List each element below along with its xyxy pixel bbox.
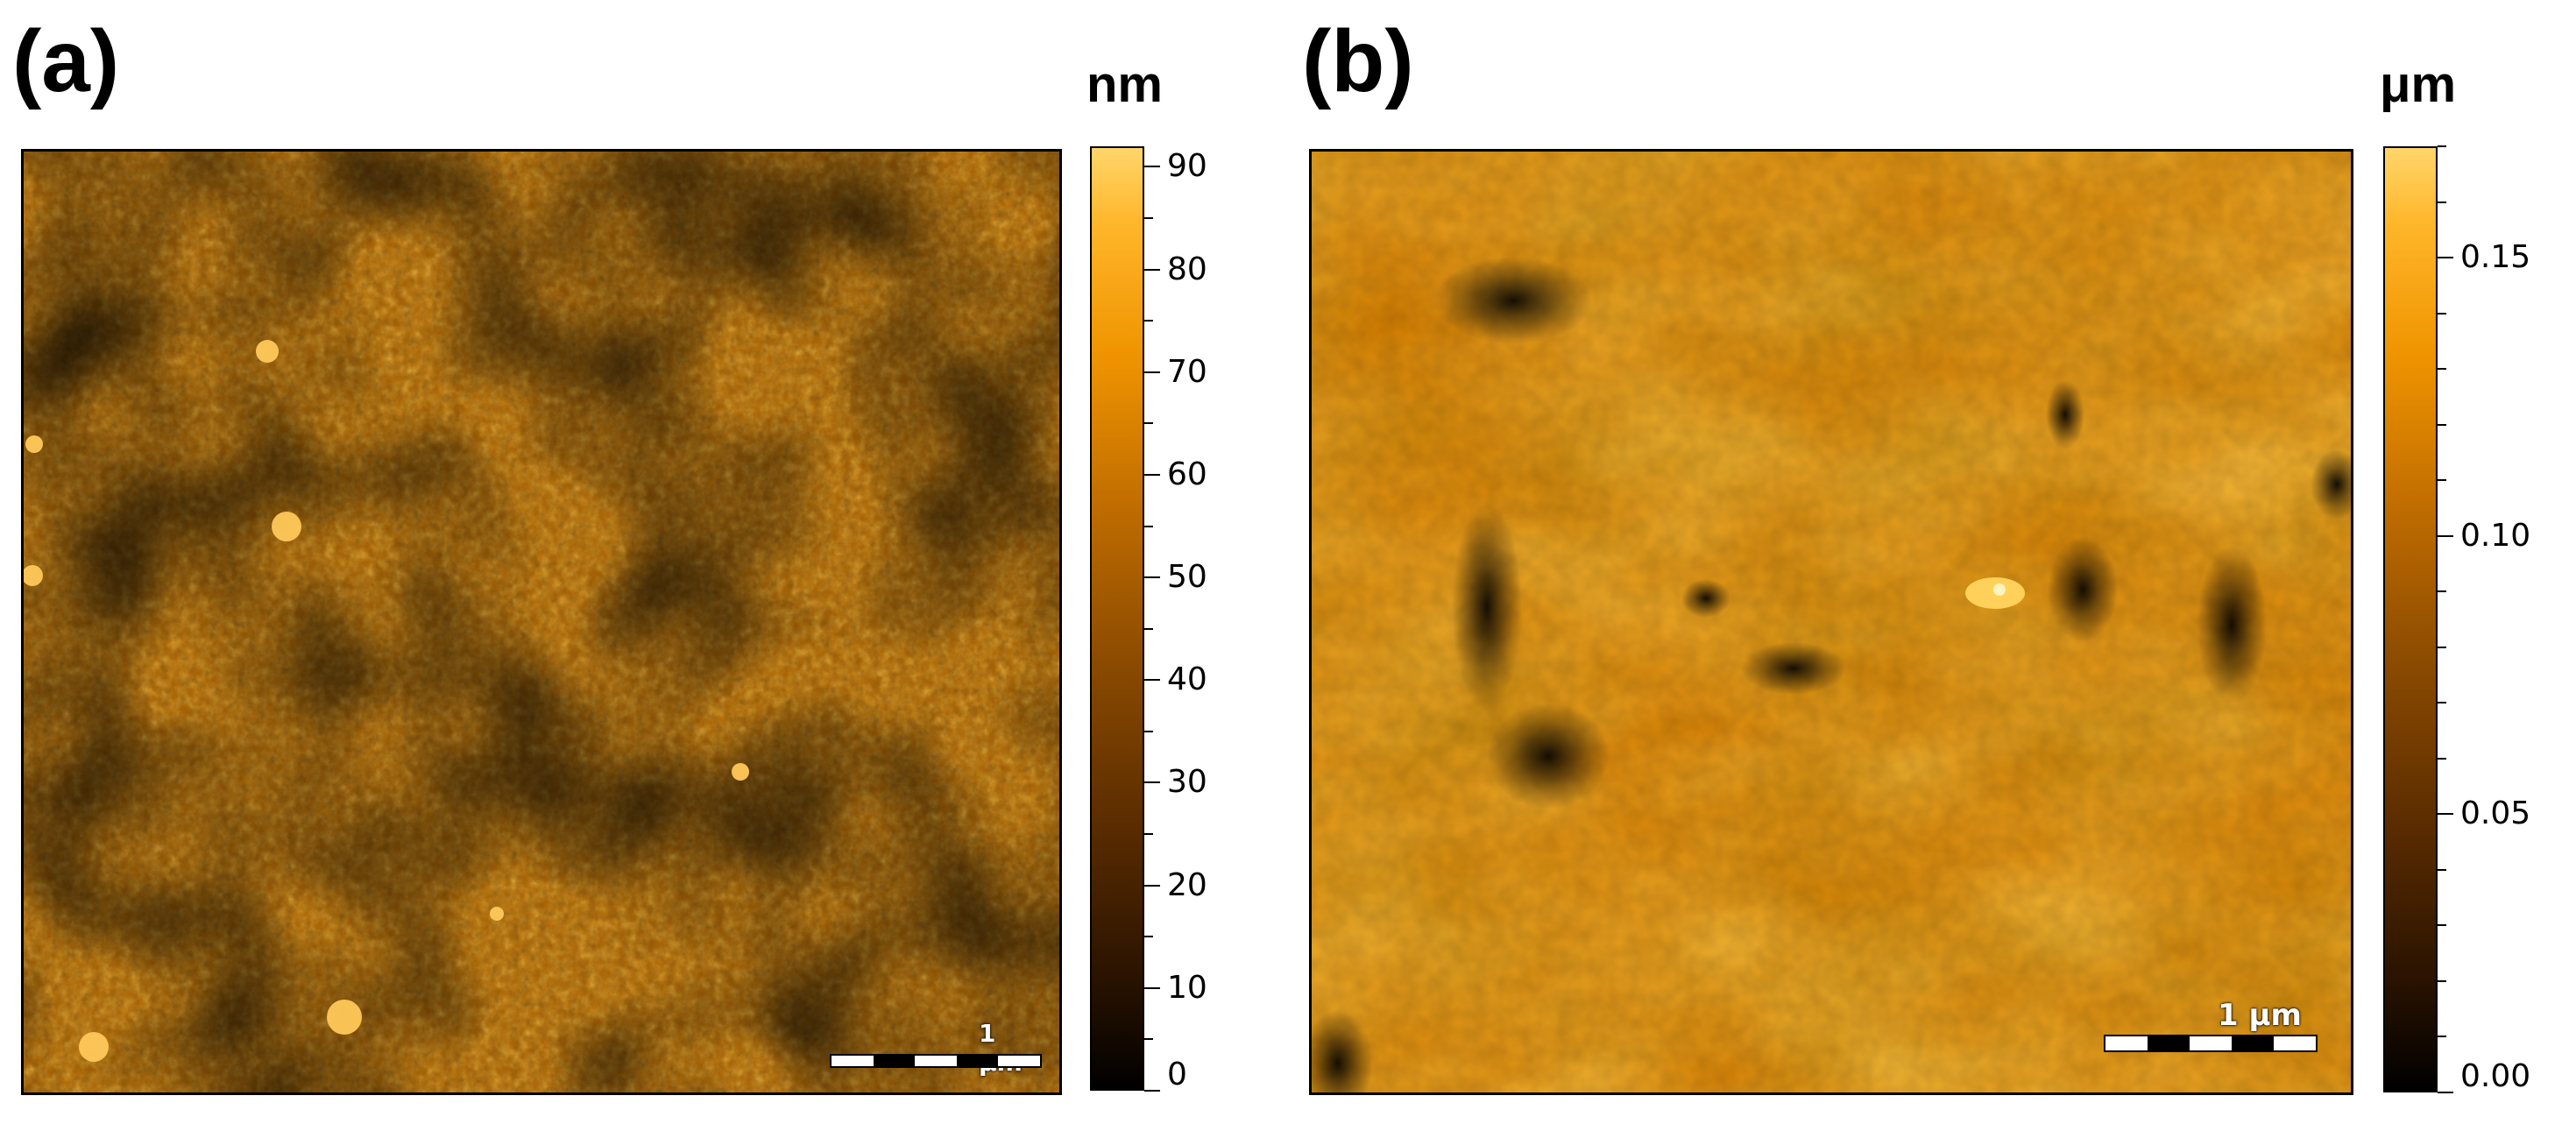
colorbar-minor-tick: [1144, 320, 1153, 322]
colorbar-minor-tick: [1144, 217, 1153, 220]
colorbar-minor-tick: [2438, 145, 2446, 147]
colorbar-major-tick: [2438, 257, 2453, 259]
panel-a-colorbar: [1090, 146, 1144, 1091]
colorbar-minor-tick: [1144, 833, 1153, 836]
colorbar-tick-label: 80: [1167, 251, 1207, 287]
colorbar-minor-tick: [2438, 590, 2446, 593]
colorbar-minor-tick: [2438, 1036, 2446, 1038]
colorbar-minor-tick: [2438, 702, 2446, 704]
colorbar-minor-tick: [2438, 368, 2446, 371]
colorbar-tick-label: 60: [1167, 456, 1207, 492]
colorbar-minor-tick: [2438, 757, 2446, 760]
colorbar-minor-tick: [1144, 422, 1153, 425]
panel-a-scalebar-label: 1 μm: [979, 1019, 1023, 1077]
panel-b-unit: μm: [2380, 56, 2457, 113]
colorbar-minor-tick: [1144, 627, 1153, 630]
colorbar-major-tick: [2438, 1092, 2453, 1093]
colorbar-major-tick: [1144, 986, 1160, 989]
colorbar-major-tick: [1144, 166, 1160, 168]
colorbar-tick-label: 50: [1167, 559, 1207, 596]
colorbar-major-tick: [1144, 371, 1160, 373]
panel-a-label: (a): [12, 12, 120, 110]
colorbar-tick-label: 0.00: [2460, 1058, 2531, 1094]
colorbar-minor-tick: [1144, 1038, 1153, 1041]
panel-b-scalebar-segments: [2104, 1035, 2318, 1052]
panel-a-afm-texture: [24, 152, 1059, 1092]
panel-b-scalebar-label: 1 μm: [2218, 998, 2302, 1033]
colorbar-minor-tick: [2438, 646, 2446, 648]
colorbar-tick-label: 0.15: [2460, 239, 2531, 276]
colorbar-minor-tick: [1144, 730, 1153, 732]
colorbar-major-tick: [2438, 813, 2453, 816]
panel-a-scalebar: 1 μm: [830, 1019, 1042, 1077]
colorbar-major-tick: [1144, 473, 1160, 476]
colorbar-tick-label: 10: [1167, 969, 1207, 1006]
colorbar-tick-label: 0.05: [2460, 795, 2531, 832]
colorbar-major-tick: [2438, 534, 2453, 537]
panel-b-label: (b): [1302, 12, 1414, 110]
panel-a-afm-image: 1 μm: [21, 149, 1062, 1095]
panel-b-colorbar: [2383, 146, 2438, 1092]
colorbar-minor-tick: [1144, 936, 1153, 938]
colorbar-major-tick: [1144, 576, 1160, 579]
panel-b-scalebar: 1 μm: [2104, 998, 2318, 1054]
panel-a-scalebar-segments: [830, 1054, 1042, 1068]
colorbar-minor-tick: [2438, 479, 2446, 482]
colorbar-tick-label: 90: [1167, 148, 1207, 185]
colorbar-tick-label: 20: [1167, 866, 1207, 903]
panel-a-unit: nm: [1086, 56, 1163, 113]
colorbar-tick-label: 40: [1167, 661, 1207, 698]
colorbar-minor-tick: [2438, 312, 2446, 315]
colorbar-major-tick: [1144, 1090, 1160, 1092]
colorbar-minor-tick: [2438, 868, 2446, 871]
colorbar-major-tick: [1144, 781, 1160, 784]
colorbar-tick-label: 70: [1167, 353, 1207, 390]
colorbar-tick-label: 30: [1167, 764, 1207, 801]
colorbar-minor-tick: [2438, 924, 2446, 927]
colorbar-minor-tick: [2438, 201, 2446, 203]
colorbar-minor-tick: [2438, 423, 2446, 426]
panel-b-afm-texture: [1312, 152, 2351, 1092]
colorbar-major-tick: [1144, 884, 1160, 887]
colorbar-tick-label: 0: [1167, 1057, 1187, 1092]
colorbar-minor-tick: [2438, 979, 2446, 982]
colorbar-major-tick: [1144, 679, 1160, 682]
colorbar-major-tick: [1144, 268, 1160, 271]
colorbar-minor-tick: [1144, 525, 1153, 527]
panel-b-afm-image: 1 μm: [1309, 149, 2353, 1095]
colorbar-tick-label: 0.10: [2460, 517, 2531, 554]
